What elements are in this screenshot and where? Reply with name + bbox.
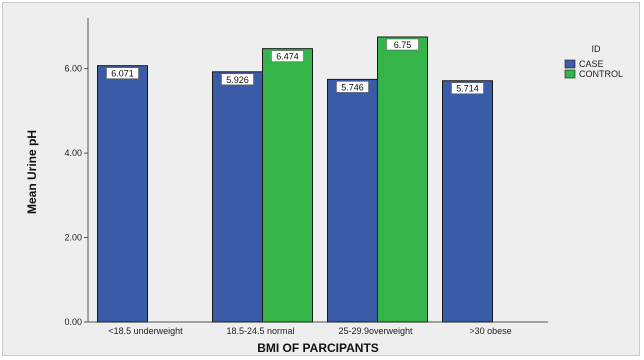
- y-tick-label: 0.00: [64, 317, 82, 327]
- legend-label-case: CASE: [579, 59, 604, 69]
- bar-case-3: [442, 80, 493, 323]
- data-label-box: [451, 82, 484, 95]
- data-label-box: [271, 50, 304, 62]
- data-label: 5.746: [341, 82, 364, 92]
- x-tick-label: 25-29.9overweight: [338, 326, 413, 336]
- legend-label-control: CONTROL: [579, 69, 623, 79]
- bar-control-2: [377, 36, 428, 323]
- y-tick-label: 4.00: [64, 148, 82, 158]
- data-label-box: [221, 73, 254, 86]
- bar-case-1: [212, 71, 263, 323]
- data-label: 6.071: [111, 69, 134, 79]
- chart-bars: [97, 36, 493, 323]
- x-tick-label: 18.5-24.5 normal: [226, 326, 294, 336]
- data-label-box: [336, 81, 369, 93]
- legend-swatch-case: [564, 59, 576, 69]
- legend-title: ID: [592, 44, 602, 54]
- x-tick-label: <18.5 underweight: [108, 326, 183, 336]
- y-tick-label: 6.00: [64, 64, 82, 74]
- legend-swatch-control: [564, 69, 576, 79]
- data-label-box: [386, 38, 419, 51]
- data-label: 5.714: [456, 84, 479, 94]
- x-tick-label: >30 obese: [469, 326, 511, 336]
- x-axis-title: BMI OF PARCIPANTS: [257, 341, 379, 355]
- data-label: 6.75: [394, 40, 412, 50]
- bar-case-0: [97, 65, 148, 323]
- bar-control-1: [262, 48, 313, 323]
- y-tick-label: 2.00: [64, 233, 82, 243]
- bar-case-2: [327, 78, 378, 323]
- y-axis-title: Mean Urine pH: [25, 130, 39, 214]
- chart-data-labels: 6.071 5.926 6.474 5.746 6.75 5.714: [106, 38, 484, 95]
- data-label: 6.474: [276, 52, 299, 62]
- data-label: 5.926: [226, 75, 249, 85]
- data-label-box: [106, 67, 139, 79]
